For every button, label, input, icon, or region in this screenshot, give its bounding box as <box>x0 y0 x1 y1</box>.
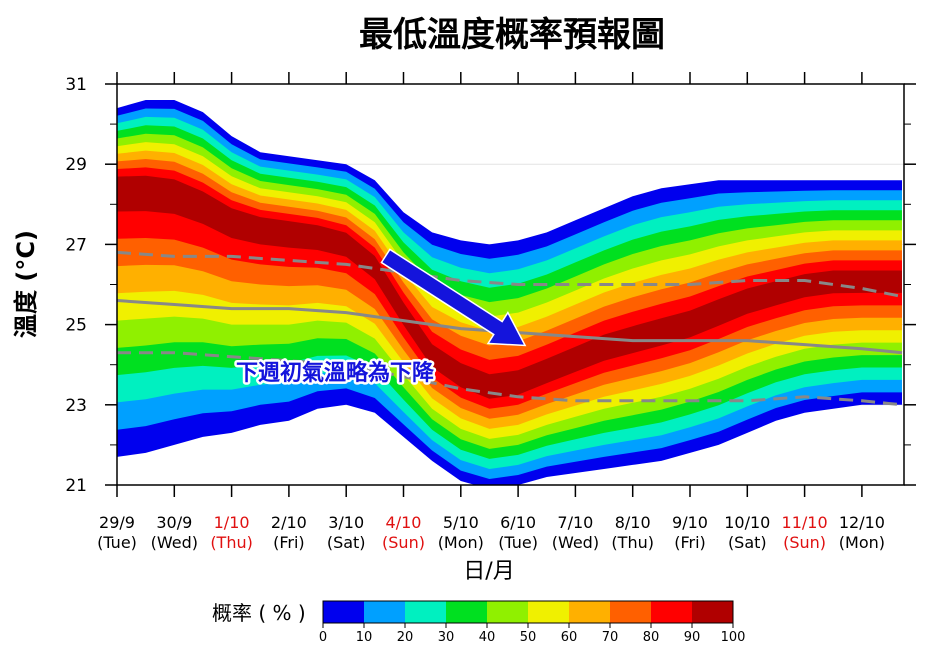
x-tick-label-date: 6/10 <box>500 513 536 532</box>
y-tick-label: 23 <box>65 396 87 416</box>
colorbar-segment <box>569 601 611 623</box>
chart-title: 最低溫度概率預報圖 <box>359 15 665 55</box>
y-axis-label: 溫度 (°C) <box>12 230 40 338</box>
x-tick-label-date: 29/9 <box>99 513 135 532</box>
x-tick-label-date: 12/10 <box>839 513 885 532</box>
dashed-line-1 <box>117 250 903 298</box>
y-tick-label: 29 <box>65 155 87 175</box>
colorbar: 0 10 20 30 40 50 60 70 80 90 100 概率 ( % ) <box>212 600 746 645</box>
colorbar-tick-label: 20 <box>397 630 414 645</box>
x-tick-label-date: 10/10 <box>724 513 770 532</box>
colorbar-segment <box>692 601 734 623</box>
x-tick-label-date: 1/10 <box>214 513 250 532</box>
x-tick-label-day: (Sun) <box>783 533 826 552</box>
y-axis: 21 23 25 27 29 31 <box>65 75 916 496</box>
x-tick-label-date: 2/10 <box>271 513 307 532</box>
x-tick-label-date: 3/10 <box>328 513 364 532</box>
y-tick-label: 31 <box>65 75 87 95</box>
x-tick-label-day: (Mon) <box>839 533 885 552</box>
dashed-line-2 <box>117 351 903 407</box>
probability-band-90-100 <box>117 175 902 399</box>
x-tick-label-day: (Wed) <box>151 533 198 552</box>
colorbar-tick-label: 70 <box>602 630 619 645</box>
x-tick-label-day: (Fri) <box>674 533 706 552</box>
plot-area: 下週初氣溫略為下降 <box>116 83 905 486</box>
x-tick-label-date: 30/9 <box>156 513 192 532</box>
x-tick-label-date: 7/10 <box>557 513 593 532</box>
x-tick-label-day: (Sat) <box>728 533 767 552</box>
colorbar-segment <box>610 601 652 623</box>
x-tick-label-day: (Mon) <box>438 533 484 552</box>
colorbar-segment <box>487 601 529 623</box>
colorbar-segment <box>364 601 406 623</box>
x-tick-label-date: 11/10 <box>782 513 828 532</box>
x-tick-label-day: (Thu) <box>611 533 654 552</box>
colorbar-tick-label: 60 <box>561 630 578 645</box>
colorbar-segment <box>323 601 365 623</box>
colorbar-label: 概率 ( % ) <box>212 601 306 625</box>
x-tick-label-date: 4/10 <box>386 513 422 532</box>
x-tick-label-day: (Tue) <box>498 533 538 552</box>
colorbar-tick-label: 50 <box>520 630 537 645</box>
annotation-arrow <box>380 248 527 347</box>
x-tick-label-day: (Wed) <box>552 533 599 552</box>
x-tick-label-day: (Sun) <box>382 533 425 552</box>
y-tick-label: 21 <box>65 476 87 496</box>
colorbar-segment <box>446 601 488 623</box>
x-axis: 29/9(Tue)30/9(Wed)1/10(Thu)2/10(Fri)3/10… <box>97 72 885 552</box>
x-axis-label: 日/月 <box>463 559 514 584</box>
y-tick-label: 25 <box>65 316 87 336</box>
x-tick-label-date: 9/10 <box>672 513 708 532</box>
colorbar-tick-label: 80 <box>643 630 660 645</box>
x-tick-label-date: 5/10 <box>443 513 479 532</box>
x-tick-label-day: (Tue) <box>97 533 137 552</box>
colorbar-tick-label: 90 <box>684 630 701 645</box>
x-tick-label-date: 8/10 <box>615 513 651 532</box>
colorbar-segment <box>651 601 693 623</box>
probability-bands <box>117 100 902 485</box>
colorbar-tick-label: 10 <box>356 630 373 645</box>
colorbar-tick-label: 40 <box>479 630 496 645</box>
colorbar-tick-label: 30 <box>438 630 455 645</box>
x-tick-label-day: (Fri) <box>273 533 305 552</box>
y-tick-label: 27 <box>65 235 87 255</box>
colorbar-segment <box>405 601 447 623</box>
x-tick-label-day: (Sat) <box>327 533 366 552</box>
x-tick-label-day: (Thu) <box>210 533 253 552</box>
colorbar-tick-label: 100 <box>721 630 746 645</box>
colorbar-tick-label: 0 <box>319 630 327 645</box>
colorbar-segment <box>528 601 570 623</box>
annotation: 下週初氣溫略為下降 <box>233 248 527 389</box>
annotation-text: 下週初氣溫略為下降 <box>236 360 435 386</box>
